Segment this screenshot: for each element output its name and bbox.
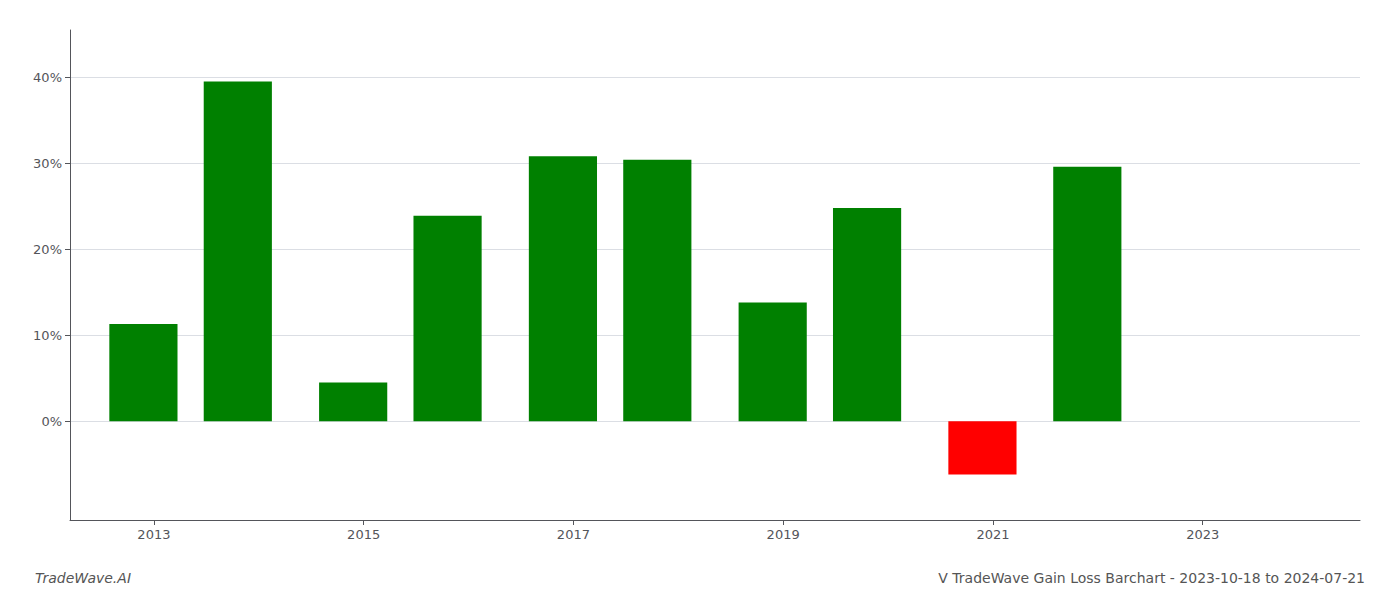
svg-text:2019: 2019 [767,527,800,542]
svg-text:2021: 2021 [976,527,1009,542]
svg-text:30%: 30% [33,156,62,171]
svg-text:2013: 2013 [137,527,170,542]
svg-text:20%: 20% [33,242,62,257]
svg-text:TradeWave.AI: TradeWave.AI [35,570,131,586]
svg-text:V TradeWave Gain Loss Barchart: V TradeWave Gain Loss Barchart - 2023-10… [938,570,1365,586]
svg-text:40%: 40% [33,70,62,85]
svg-text:2015: 2015 [347,527,380,542]
svg-text:2017: 2017 [557,527,590,542]
svg-text:10%: 10% [33,328,62,343]
svg-text:2023: 2023 [1186,527,1219,542]
svg-text:0%: 0% [41,414,62,429]
